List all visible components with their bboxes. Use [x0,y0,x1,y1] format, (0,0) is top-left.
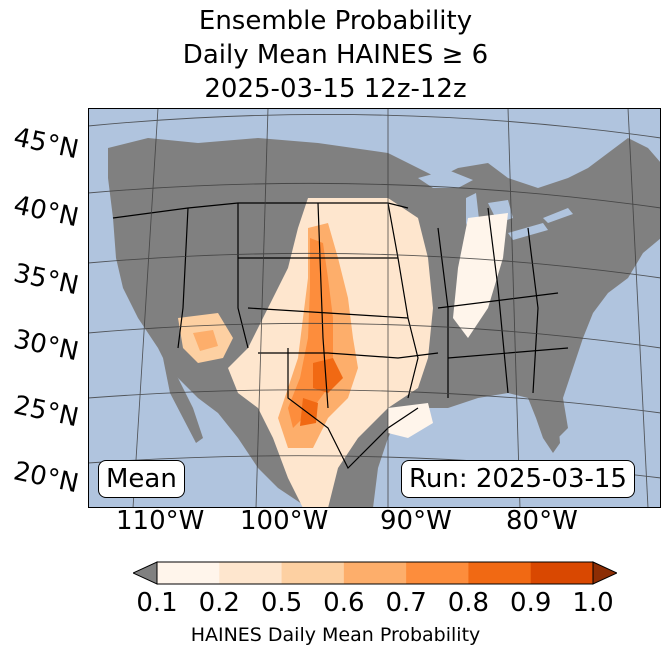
colorbar-tick-label: 0.2 [198,588,240,618]
colorbar-segments [133,561,617,585]
lon-label-100w: 100°W [240,506,329,536]
colorbar-segment [406,562,469,584]
southwest-core [193,330,218,351]
map-frame [88,108,661,508]
colorbar-tick-label: 0.8 [447,588,490,618]
colorbar-segment [468,562,532,584]
colorbar-tick-label: 1.0 [572,588,614,618]
lat-label-35n: 35°N [10,258,82,302]
colorbar-frame [156,561,594,585]
colorbar-over-arrow [592,561,617,585]
colorbar-tick-label: 0.1 [136,588,178,618]
graticule [88,108,661,508]
colorbar-segment [281,562,345,584]
lon-label-80w: 80°W [506,506,578,536]
great-lakes [418,170,573,243]
lon-label-90w: 90°W [380,506,452,536]
run-date-label: Run: 2025-03-15 [401,460,635,498]
colorbar-tick-label: 0.7 [385,588,427,618]
title-line-1: Ensemble Probability [198,6,473,36]
east-patch [453,213,508,338]
colorbar-label: HAINES Daily Mean Probability [190,624,481,646]
lat-label-30n: 30°N [10,324,82,368]
colorbar-segment [530,562,594,584]
colorbar-segment [219,562,283,584]
colorbar-segment [343,562,407,584]
lat-label-40n: 40°N [10,190,82,234]
lat-label-45n: 45°N [10,122,82,166]
colorbar-under-arrow [133,561,158,585]
baja [163,358,203,443]
lat-label-25n: 25°N [10,390,82,434]
state-boundaries [112,202,569,470]
title-line-2: Daily Mean HAINES ≥ 6 [182,40,489,70]
mean-label: Mean [98,460,185,498]
colorbar [133,561,617,585]
colorbar-segment [157,562,220,584]
colorbar-tick-label: 0.5 [260,588,303,618]
colorbar-tick-label: 0.9 [510,588,552,618]
probability-map [88,108,661,508]
lat-label-20n: 20°N [10,456,82,500]
gulf-patch [388,403,433,438]
title-line-3: 2025-03-15 12z-12z [204,74,467,104]
florida [528,398,560,453]
colorbar-tick-label: 0.6 [323,588,365,618]
plains-core [300,358,343,426]
lon-label-110w: 110°W [116,506,205,536]
